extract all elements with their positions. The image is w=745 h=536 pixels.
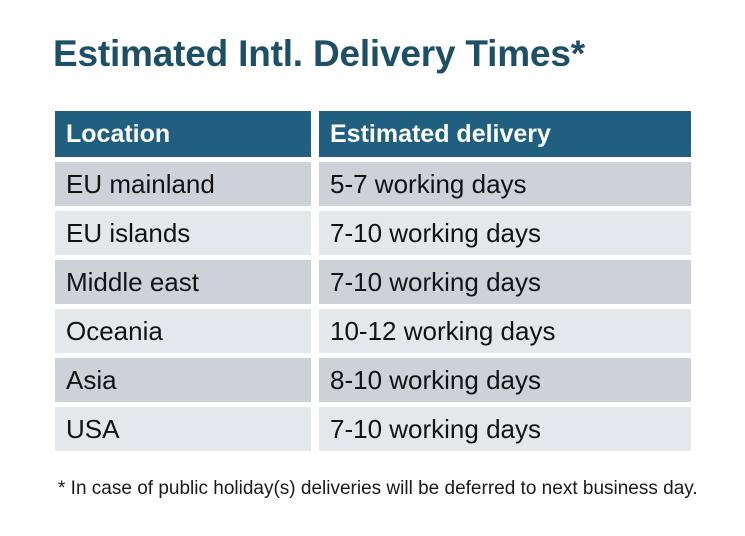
table-row: Oceania 10-12 working days	[55, 309, 691, 353]
table-header-row: Location Estimated delivery	[55, 111, 691, 157]
cell-delivery: 7-10 working days	[319, 211, 691, 255]
cell-delivery: 7-10 working days	[319, 260, 691, 304]
delivery-times-table: Location Estimated delivery EU mainland …	[55, 111, 691, 451]
cell-delivery: 5-7 working days	[319, 162, 691, 206]
table-row: Middle east 7-10 working days	[55, 260, 691, 304]
cell-location: EU islands	[55, 211, 311, 255]
table-row: EU islands 7-10 working days	[55, 211, 691, 255]
cell-location: Middle east	[55, 260, 311, 304]
cell-location: Oceania	[55, 309, 311, 353]
cell-location: USA	[55, 407, 311, 451]
table-row: USA 7-10 working days	[55, 407, 691, 451]
cell-location: EU mainland	[55, 162, 311, 206]
header-cell-location: Location	[55, 111, 311, 157]
table-row: EU mainland 5-7 working days	[55, 162, 691, 206]
footnote: * In case of public holiday(s) deliverie…	[58, 478, 698, 499]
page-title: Estimated Intl. Delivery Times*	[53, 33, 585, 74]
cell-delivery: 8-10 working days	[319, 358, 691, 402]
cell-delivery: 10-12 working days	[319, 309, 691, 353]
cell-location: Asia	[55, 358, 311, 402]
table-row: Asia 8-10 working days	[55, 358, 691, 402]
cell-delivery: 7-10 working days	[319, 407, 691, 451]
header-cell-estimated-delivery: Estimated delivery	[319, 111, 691, 157]
